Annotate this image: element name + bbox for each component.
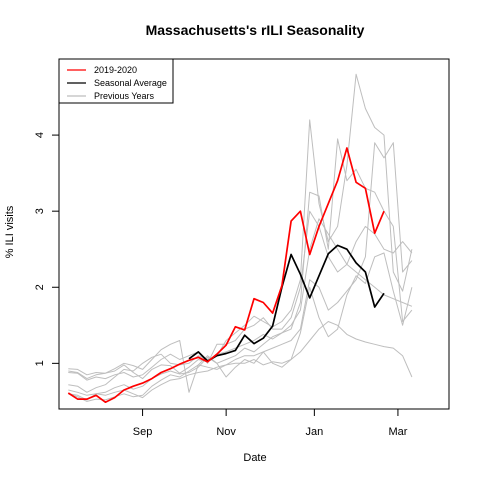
series-line-previous-year-5: [68, 142, 413, 402]
series-line-seasonal-average: [188, 244, 385, 362]
x-tick-label: Sep: [133, 426, 153, 438]
x-tick-label: Mar: [388, 426, 407, 438]
legend-label: Seasonal Average: [94, 78, 167, 88]
series-line-previous-year-7: [68, 321, 413, 399]
y-tick-label: 1: [34, 360, 46, 366]
legend-label: 2019-2020: [94, 65, 137, 75]
y-tick-label: 3: [34, 208, 46, 214]
y-axis-label: % ILI visits: [4, 205, 16, 258]
x-axis-label: Date: [243, 452, 266, 464]
x-tick-label: Jan: [305, 426, 323, 438]
y-axis: 1 2 3 4: [34, 132, 60, 366]
series-line-previous-year-2: [68, 210, 413, 381]
legend: 2019-2020 Seasonal Average Previous Years: [58, 58, 174, 104]
plot-lines: [67, 73, 413, 404]
y-tick-label: 4: [34, 132, 46, 138]
series-line-previous-year-4: [68, 138, 413, 401]
chart-title: Massachusetts's rILI Seasonality: [146, 22, 365, 38]
y-tick-label: 2: [34, 284, 46, 290]
series-line-2019-2020: [67, 147, 385, 404]
x-axis: Sep Nov Jan Mar: [133, 408, 408, 438]
legend-label: Previous Years: [94, 91, 155, 101]
series-line-previous-year-1: [68, 218, 413, 380]
x-tick-label: Nov: [216, 426, 236, 438]
